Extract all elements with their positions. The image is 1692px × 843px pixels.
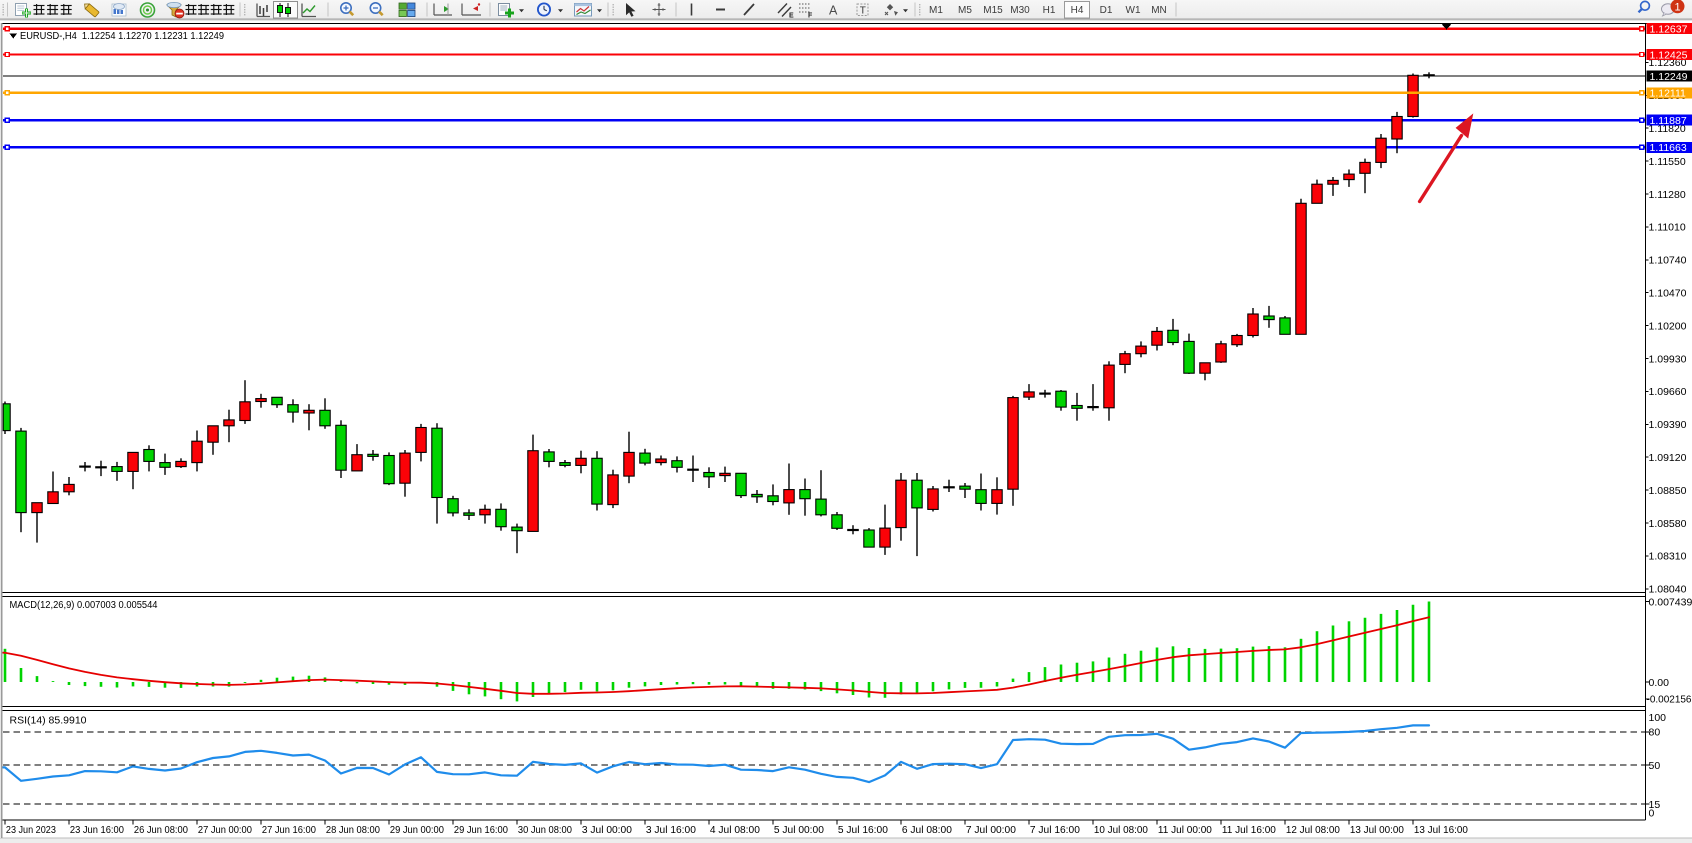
svg-text:1.12425: 1.12425 [1650,49,1688,61]
svg-text:EURUSD-,H4 1.12254 1.12270 1.: EURUSD-,H4 1.12254 1.12270 1.12231 1.122… [20,30,224,42]
svg-text:1.10740: 1.10740 [1649,255,1687,267]
svg-text:M1: M1 [929,5,943,16]
svg-text:1.11010: 1.11010 [1649,222,1686,234]
svg-text:1.12360: 1.12360 [1649,57,1687,69]
svg-text:M5: M5 [958,5,972,16]
svg-text:H4: H4 [1071,5,1084,16]
svg-text:1.11550: 1.11550 [1649,156,1686,168]
svg-text:1.10470: 1.10470 [1649,288,1687,300]
svg-text:13 Jul 16:00: 13 Jul 16:00 [1414,825,1469,836]
svg-text:W1: W1 [1126,5,1141,16]
svg-text:-0.002156: -0.002156 [1647,694,1692,705]
svg-text:1.09660: 1.09660 [1649,386,1687,398]
svg-text:0.00: 0.00 [1649,677,1670,689]
svg-text:10 Jul 08:00: 10 Jul 08:00 [1094,825,1149,836]
svg-text:F: F [808,13,813,20]
svg-text:E: E [789,13,794,20]
svg-text:3 Jul 16:00: 3 Jul 16:00 [646,825,697,836]
svg-text:1.09930: 1.09930 [1649,353,1687,365]
svg-text:0: 0 [1649,808,1655,820]
svg-text:M30: M30 [1010,5,1030,16]
svg-text:26 Jun 08:00: 26 Jun 08:00 [134,825,189,836]
svg-text:1.11820: 1.11820 [1649,123,1686,135]
svg-text:27 Jun 16:00: 27 Jun 16:00 [262,825,317,836]
svg-text:5 Jul 16:00: 5 Jul 16:00 [838,825,889,836]
svg-text:50: 50 [1649,760,1661,772]
svg-text:4 Jul 08:00: 4 Jul 08:00 [710,825,761,836]
svg-text:1.10200: 1.10200 [1649,320,1687,332]
svg-text:A: A [829,4,838,18]
svg-text:27 Jun 00:00: 27 Jun 00:00 [198,825,253,836]
svg-text:0.007439: 0.007439 [1649,597,1692,609]
svg-text:28 Jun 08:00: 28 Jun 08:00 [326,825,381,836]
svg-text:23 Jun 16:00: 23 Jun 16:00 [70,825,125,836]
svg-text:1.08580: 1.08580 [1649,518,1687,530]
svg-text:7 Jul 16:00: 7 Jul 16:00 [1030,825,1081,836]
svg-text:1.08040: 1.08040 [1649,584,1687,596]
svg-text:1.12249: 1.12249 [1650,71,1688,83]
svg-text:11 Jul 00:00: 11 Jul 00:00 [1158,825,1213,836]
svg-text:6 Jul 08:00: 6 Jul 08:00 [902,825,953,836]
svg-text:100: 100 [1649,712,1667,724]
svg-text:1: 1 [1674,1,1680,13]
svg-text:D1: D1 [1100,5,1113,16]
svg-text:3 Jul 00:00: 3 Jul 00:00 [582,825,633,836]
svg-text:7 Jul 00:00: 7 Jul 00:00 [966,825,1017,836]
svg-text:1.12111: 1.12111 [1650,88,1687,100]
svg-text:80: 80 [1649,727,1661,739]
svg-text:M15: M15 [983,5,1003,16]
svg-text:MN: MN [1151,5,1167,16]
svg-text:15: 15 [1649,799,1661,811]
svg-text:1.11280: 1.11280 [1649,189,1686,201]
svg-text:H1: H1 [1043,5,1056,16]
svg-text:12 Jul 08:00: 12 Jul 08:00 [1286,825,1341,836]
svg-text:23 Jun 2023: 23 Jun 2023 [6,825,57,836]
svg-text:29 Jun 00:00: 29 Jun 00:00 [390,825,445,836]
svg-text:MACD(12,26,9) 0.007003 0.00554: MACD(12,26,9) 0.007003 0.005544 [10,600,158,611]
svg-text:30 Jun 08:00: 30 Jun 08:00 [518,825,573,836]
svg-text:29 Jun 16:00: 29 Jun 16:00 [454,825,509,836]
svg-text:1.09120: 1.09120 [1649,452,1687,464]
svg-text:11 Jul 16:00: 11 Jul 16:00 [1222,825,1277,836]
svg-text:1.08850: 1.08850 [1649,485,1687,497]
svg-text:1.09390: 1.09390 [1649,419,1687,431]
svg-text:RSI(14) 85.9910: RSI(14) 85.9910 [10,716,87,727]
svg-text:T: T [860,6,866,17]
svg-text:1.12637: 1.12637 [1650,24,1688,36]
svg-text:1.08310: 1.08310 [1649,551,1687,563]
svg-text:13 Jul 00:00: 13 Jul 00:00 [1350,825,1405,836]
svg-text:1.11663: 1.11663 [1650,142,1687,154]
svg-text:5 Jul 00:00: 5 Jul 00:00 [774,825,825,836]
svg-text:1.11887: 1.11887 [1650,115,1687,127]
